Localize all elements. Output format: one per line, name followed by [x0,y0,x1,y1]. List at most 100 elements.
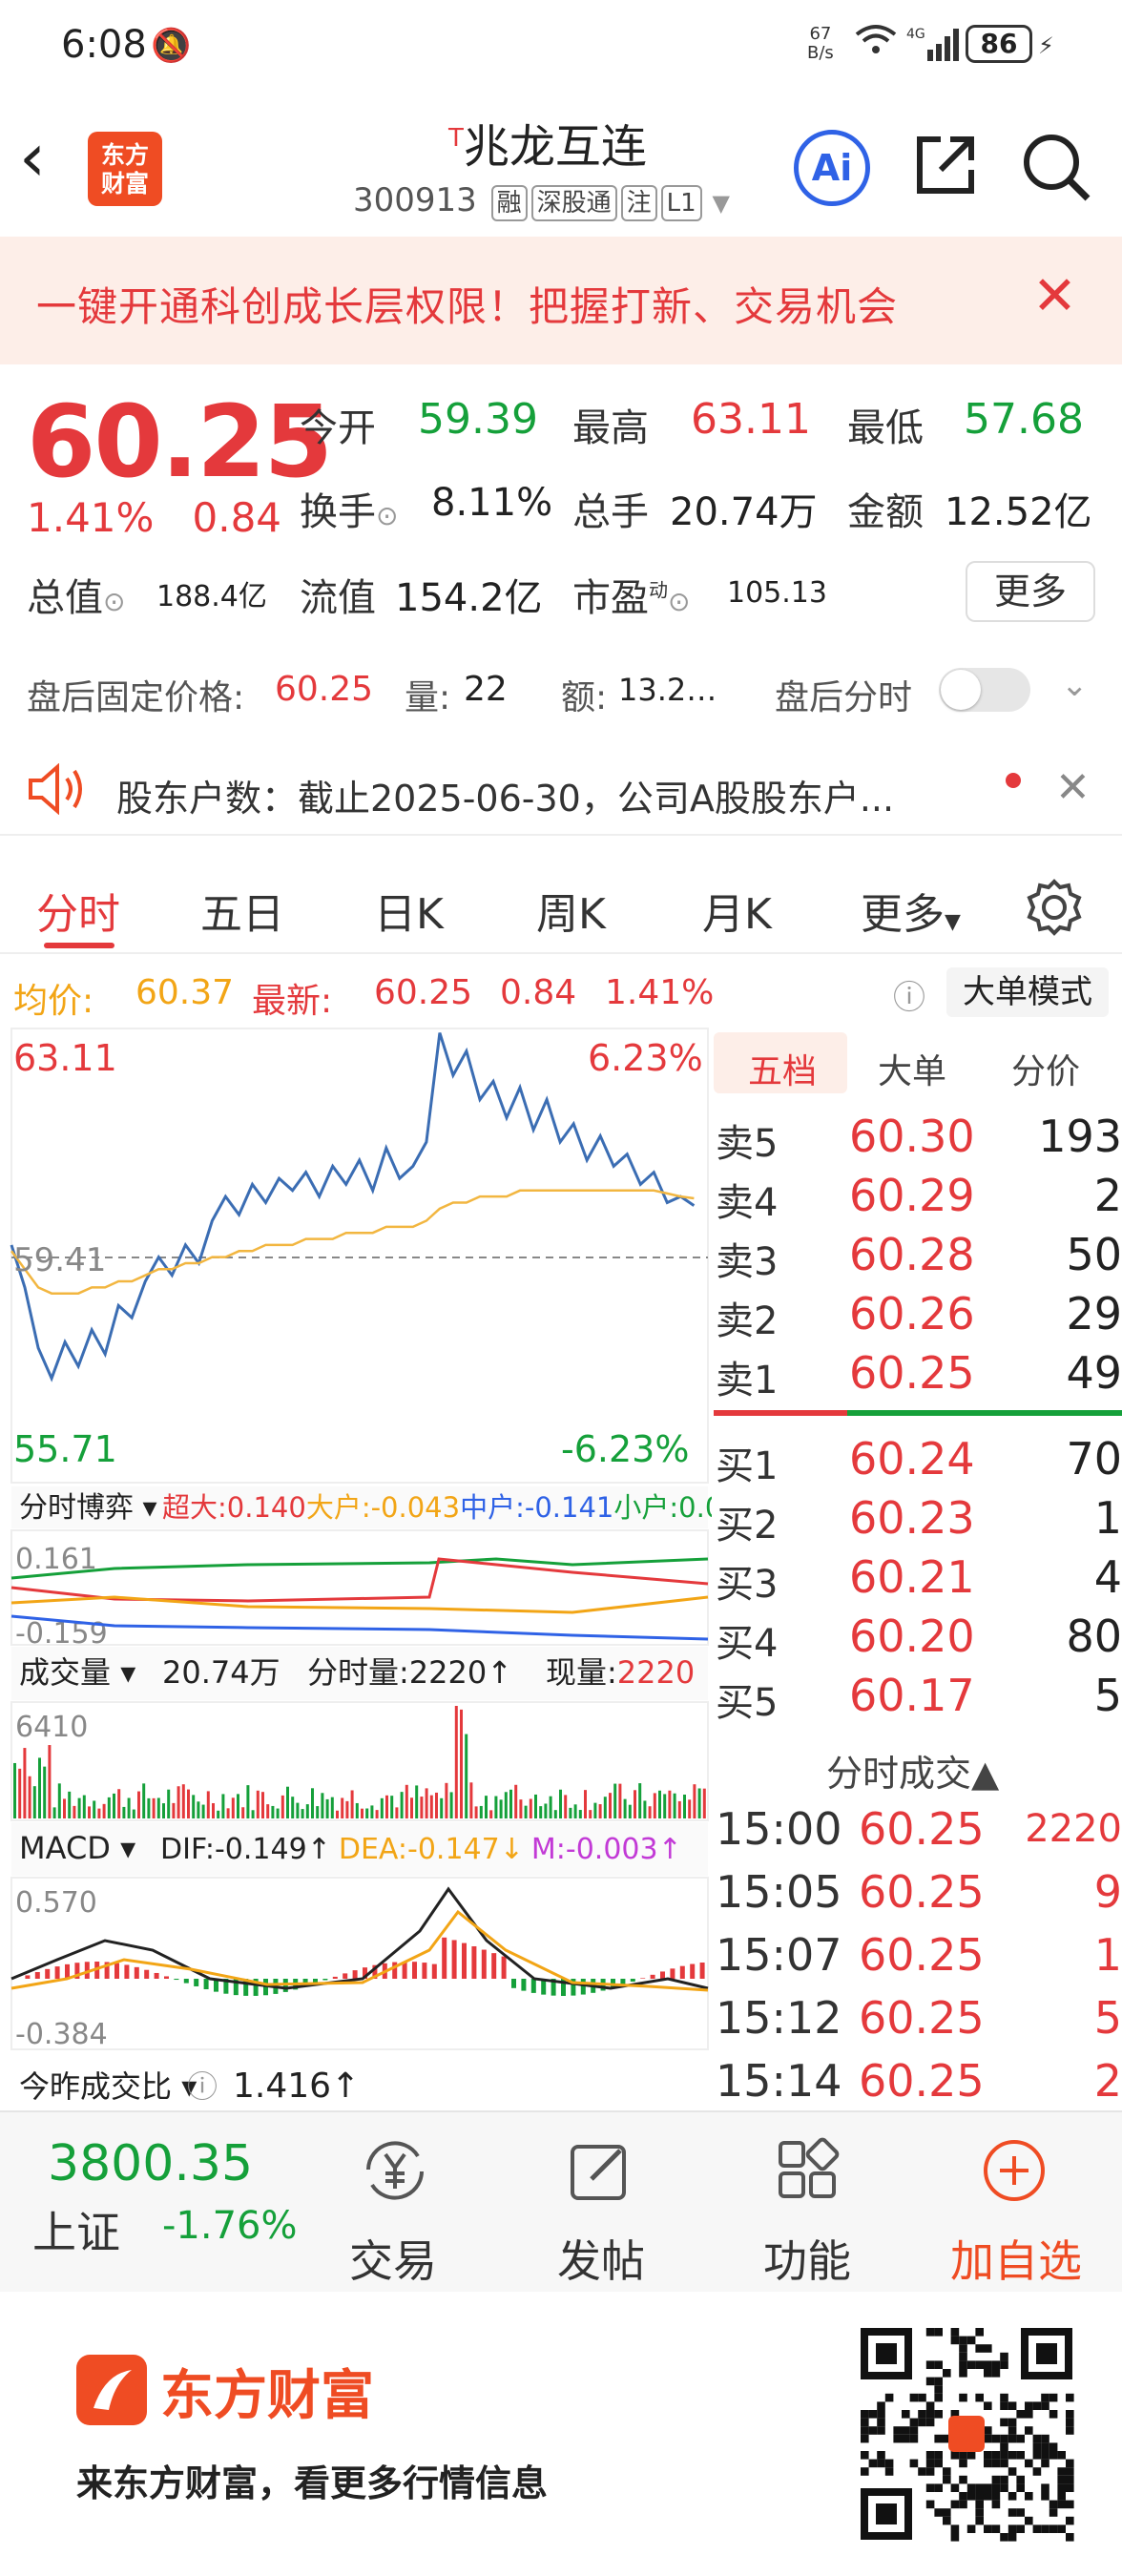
volume-bar [147,1797,151,1818]
volume-bar [102,1803,106,1818]
help-icon[interactable]: ⓘ [187,2068,218,2105]
low-value: 57.68 [964,395,1084,444]
amount-label: 金额 [847,490,924,534]
ask-price: 60.30 [849,1111,975,1162]
bid-row[interactable]: 买4 60.20 80 [714,1609,1122,1666]
bid-volume: 1 [1093,1492,1122,1544]
chevron-down-icon[interactable]: ⌄ [1061,666,1089,704]
ask-row[interactable]: 卖3 60.28 50 [714,1227,1122,1284]
promo-banner[interactable]: 一键开通科创成长层权限！把握打新、交易机会 ✕ [0,237,1122,364]
tab-big-order[interactable]: 大单 [878,1052,947,1091]
volume-bar [365,1808,369,1818]
trade-yen-icon[interactable] [359,2137,431,2204]
big-order-mode-button[interactable]: 大单模式 [946,967,1109,1017]
volume-bar [445,1782,448,1818]
share-icon[interactable] [912,132,979,198]
function-grid-icon[interactable] [775,2137,842,2204]
macd-bar [462,1942,467,1979]
tab-monthly-k[interactable]: 月K [702,890,772,939]
volume-bar [663,1794,667,1818]
tab-five-level[interactable]: 五档 [748,1052,818,1091]
volume-bar [355,1802,359,1818]
nav-function[interactable]: 功能 [763,2235,851,2287]
volume-bar [534,1794,537,1818]
macd-bar [530,1979,536,1993]
ask-row[interactable]: 卖2 60.26 29 [714,1286,1122,1343]
tab-price-split[interactable]: 分价 [1011,1052,1081,1091]
volume-label[interactable]: 成交量 ▾ [19,1654,135,1691]
tab-more[interactable]: 更多▼ [861,890,961,939]
volume-bar [449,1792,453,1818]
ask-row[interactable]: 卖4 60.29 2 [714,1168,1122,1225]
add-plus-icon[interactable] [981,2137,1048,2204]
ai-button[interactable]: Ai [794,130,870,206]
bid-row[interactable]: 买1 60.24 70 [714,1431,1122,1488]
close-icon[interactable]: ✕ [1055,763,1091,812]
more-button[interactable]: 更多 [966,561,1095,622]
volume-bar [241,1807,245,1818]
close-icon[interactable]: ✕ [1032,265,1077,327]
volume-bar [549,1796,552,1818]
top-price-label: 63.11 [13,1037,117,1079]
app-logo[interactable]: 东方 财富 [88,132,162,206]
tab-daily-k[interactable]: 日K [374,890,444,939]
volume-bar [271,1805,275,1818]
bid-row[interactable]: 买2 60.23 1 [714,1490,1122,1548]
post-edit-icon[interactable] [567,2137,634,2204]
settings-gear-icon[interactable] [1025,878,1084,937]
volume-bar [261,1792,264,1818]
back-chevron-icon[interactable]: ‹ [19,118,46,197]
search-icon[interactable] [1021,132,1093,204]
latest-change: 0.84 [500,973,577,1012]
ah-timeshare-toggle[interactable] [939,668,1030,712]
volume-bar [167,1789,171,1818]
volume-bar [177,1786,180,1818]
nav-post[interactable]: 发帖 [557,2235,645,2287]
macd-label[interactable]: MACD ▾ [19,1830,135,1866]
latest-value: 60.25 [374,973,473,1012]
volume-bar [454,1706,458,1818]
volume-bar [634,1790,636,1818]
macd-bar [45,1968,51,1979]
nav-trade[interactable]: 交易 [349,2235,437,2287]
index-name[interactable]: 上证 [32,2207,120,2258]
timeshare-chart[interactable]: 63.11 6.23% 59.41 55.71 -6.23% 分时博弈 ▾ 超大… [0,1025,758,2112]
macd-bar [679,1965,685,1979]
after-hours-row: 盘后固定价格: 60.25 量: 22 额: 13.2… 盘后分时 ⌄ [0,658,1122,725]
macd-bar [670,1968,675,1979]
bid-row[interactable]: 买3 60.21 4 [714,1549,1122,1607]
bid-row[interactable]: 买5 60.17 5 [714,1668,1122,1725]
tab-weekly-k[interactable]: 周K [536,890,606,939]
ask-row[interactable]: 卖1 60.25 49 [714,1345,1122,1402]
macd-bar [471,1945,477,1979]
volume-bar [206,1791,210,1818]
volume-bar [514,1784,518,1818]
nav-add-watchlist[interactable]: 加自选 [950,2235,1082,2287]
help-icon[interactable]: ⓘ [893,979,925,1017]
index-value[interactable]: 3800.35 [48,2135,254,2192]
notice-bar[interactable]: 股东户数：截止2025-06-30，公司A股股东户... ✕ [0,750,1122,836]
tab-timeshare[interactable]: 分时 [36,890,120,939]
bid-price: 60.17 [849,1670,975,1721]
clock: 6:08 [61,23,147,67]
macd-bar [194,1979,199,1986]
ask-price: 60.29 [849,1170,975,1221]
active-tab-indicator [44,943,114,948]
volume-bar [82,1795,86,1818]
volume-tick: 分时量:2220↑ [307,1654,512,1691]
tick-row: 15:12 60.25 5 [714,1992,1122,2049]
volume-bar [499,1799,503,1818]
open-value: 59.39 [418,395,538,444]
ticks-title[interactable]: 分时成交▲ [826,1753,1000,1795]
stock-name[interactable]: T兆龙互连 [448,120,647,174]
volume-bar [410,1797,413,1818]
game-label[interactable]: 分时博弈 ▾ [19,1491,157,1525]
macd-bar [352,1970,358,1979]
tab-five-day[interactable]: 五日 [200,890,284,939]
stock-code-row[interactable]: 300913 融深股通注 L1 ▼ [353,181,730,221]
volume-bar [162,1803,165,1818]
ask-row[interactable]: 卖5 60.30 193 [714,1109,1122,1166]
ratio-label[interactable]: 今昨成交比 ▾ [19,2068,197,2105]
bid-volume: 70 [1066,1433,1122,1485]
volume-bar [18,1768,22,1818]
